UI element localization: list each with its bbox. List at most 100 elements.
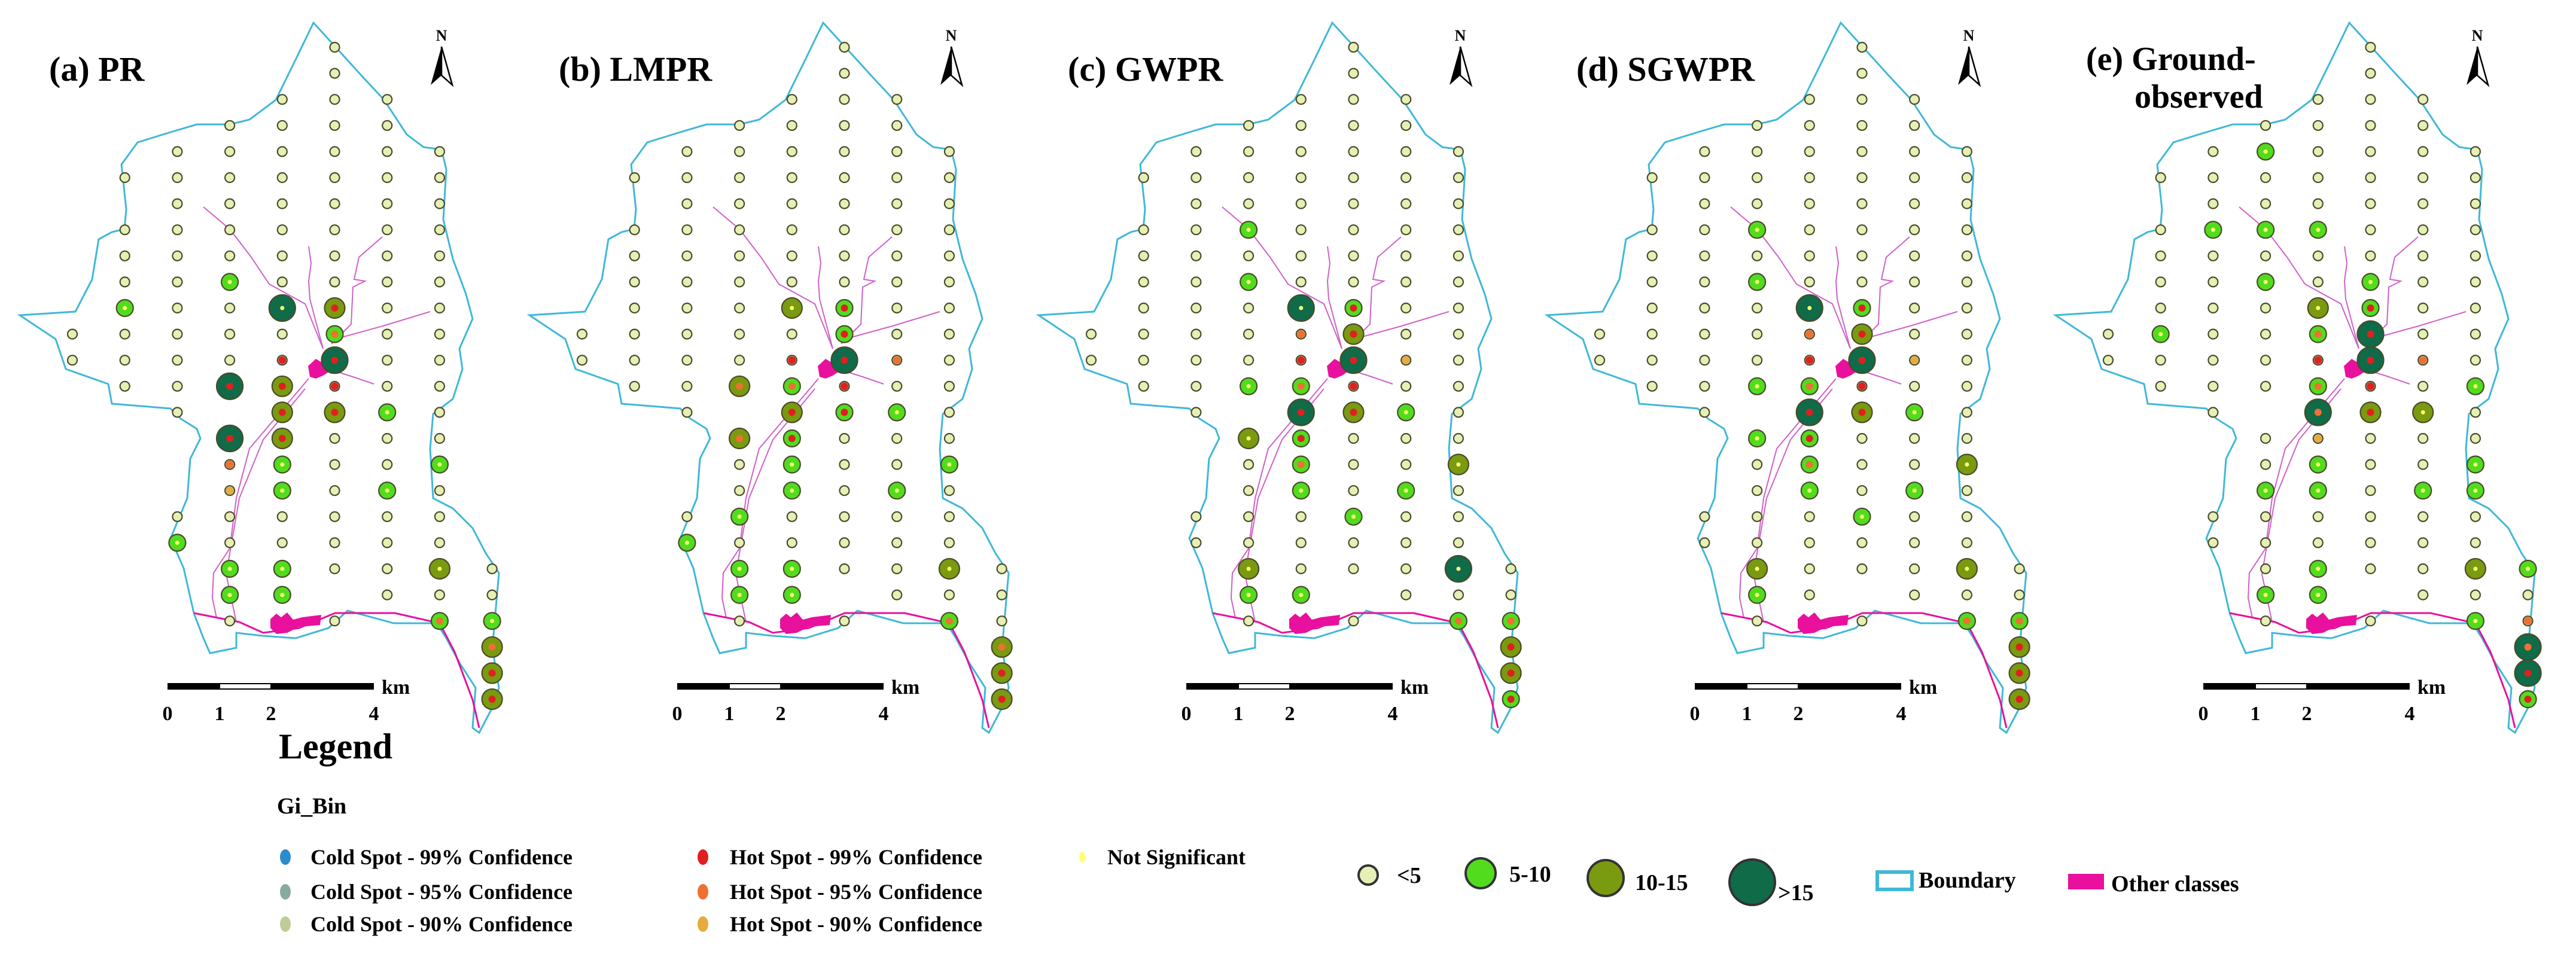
sample-point-lt5 <box>1295 276 1307 288</box>
river-line <box>331 236 383 345</box>
sample-point-lt5 <box>891 146 903 157</box>
scale-segment <box>2307 683 2410 690</box>
sample-point-lt5 <box>1856 276 1868 288</box>
sample-point-lt5 <box>681 380 693 392</box>
gi-bin-hot-spot-95-marker <box>1297 330 1305 339</box>
gi-bin-hot-spot-99-marker <box>331 304 339 312</box>
sample-point-lt5 <box>329 485 340 496</box>
sample-point-lt5 <box>2014 563 2025 575</box>
gi-bin-hot-spot-99-marker <box>2524 669 2532 677</box>
sample-point-lt5 <box>891 380 903 392</box>
gi-bin-not-significant-marker <box>227 279 232 284</box>
sample-point-lt5 <box>1961 328 1973 340</box>
scale-unit: km <box>1400 676 1429 699</box>
sample-point-lt5 <box>1348 563 1359 575</box>
sample-point-lt5 <box>839 459 850 470</box>
sample-point-lt5 <box>382 172 393 184</box>
gi-bin-hot-spot-99-marker <box>1507 669 1515 677</box>
sample-point-lt5 <box>2417 172 2429 184</box>
sample-point-lt5 <box>1909 94 1920 105</box>
scale-tick-label: 2 <box>2302 703 2312 725</box>
sample-point-lt5 <box>1295 198 1307 209</box>
scale-tick-label: 4 <box>2405 703 2415 725</box>
sample-point-lt5 <box>329 432 340 444</box>
gi-bin-not-significant-marker <box>1912 488 1917 493</box>
scale-tick-label: 0 <box>1182 703 1192 725</box>
sample-point-lt5 <box>434 146 446 157</box>
sample-point-lt5 <box>382 302 393 314</box>
gi-bin-hot-spot-95-marker <box>998 643 1006 651</box>
gi-bin-hot-spot-95-marker <box>736 435 744 442</box>
gi-bin-not-significant-marker <box>1755 566 1759 571</box>
gi-bin-hot-spot-99-marker <box>1858 330 1866 338</box>
sample-point-lt5 <box>1190 537 1202 548</box>
sample-point-lt5 <box>119 328 130 340</box>
sample-point-lt5 <box>1646 302 1658 314</box>
gi-bin-hot-spot-99-marker <box>1297 435 1305 442</box>
sample-point-lt5 <box>329 563 340 575</box>
sample-point-lt5 <box>224 172 236 184</box>
sample-point-lt5 <box>2417 432 2429 444</box>
sample-point-lt5 <box>1138 250 1149 261</box>
sample-point-lt5 <box>1961 276 1973 288</box>
gi-bin-not-significant-marker <box>737 566 742 571</box>
sample-point-lt5 <box>1505 563 1517 575</box>
sample-point-lt5 <box>382 511 393 522</box>
map-panel: (c) GWPR Nkm 0 1 2 4 <box>1036 21 1522 734</box>
gi-bin-hot-spot-99-marker <box>2367 330 2374 338</box>
sample-point-lt5 <box>943 485 955 496</box>
sample-point-lt5 <box>1453 146 1464 157</box>
scale-tick-label: 1 <box>724 703 735 725</box>
sample-point-lt5 <box>172 407 183 418</box>
scale-tick-label: 2 <box>1285 703 1295 725</box>
north-label: N <box>436 27 447 44</box>
gi-bin-hot-spot-99-marker <box>488 669 496 677</box>
gi-bin-hot-spot-99-marker <box>1350 356 1357 364</box>
sample-point-lt5 <box>1400 94 1412 105</box>
sample-point-lt5 <box>1856 485 1868 496</box>
sample-point-lt5 <box>786 172 797 184</box>
gi-bin-hot-spot-99-marker <box>2015 643 2023 651</box>
sample-point-lt5 <box>2207 302 2219 314</box>
sample-point-lt5 <box>224 537 236 548</box>
sample-point-lt5 <box>1453 172 1464 184</box>
sample-point-lt5 <box>2312 276 2324 288</box>
panel-title: observed <box>2135 78 2263 115</box>
cold-spot-99-label: Cold Spot - 99% Confidence <box>310 845 573 869</box>
sample-point-lt5 <box>1856 459 1868 470</box>
sample-point-lt5 <box>1909 537 1920 548</box>
sample-point-lt5 <box>1804 224 1815 236</box>
sample-point-lt5 <box>681 355 693 366</box>
gi-bin-hot-spot-95-marker <box>488 643 496 651</box>
gi-bin-not-significant-marker <box>1755 279 1759 284</box>
gi-bin-hot-spot-99-marker <box>1350 409 1357 416</box>
sample-point-lt5 <box>382 276 393 288</box>
sample-point-lt5 <box>943 537 955 548</box>
sample-point-lt5 <box>1190 224 1202 236</box>
sample-point-lt5 <box>1190 146 1202 157</box>
north-arrow-icon: N <box>431 27 454 87</box>
panel-title: (c) GWPR <box>1068 50 1223 89</box>
sample-point-lt5 <box>1453 250 1464 261</box>
sample-point-lt5 <box>1699 537 1710 548</box>
sample-point-lt5 <box>1348 432 1359 444</box>
panel-title: (a) PR <box>49 50 145 89</box>
north-arrow-right <box>440 46 454 87</box>
sample-point-lt5 <box>382 380 393 392</box>
sample-point-lt5 <box>786 328 797 340</box>
other-classes-area <box>1798 612 1849 634</box>
sample-point-lt5 <box>1295 537 1307 548</box>
gi-bin-hot-spot-95-marker <box>1297 461 1305 468</box>
sample-point-lt5 <box>839 563 850 575</box>
panel-title: (d) SGWPR <box>1576 50 1755 89</box>
sample-point-lt5 <box>2260 563 2271 575</box>
sample-point-lt5 <box>2417 302 2429 314</box>
gi-bin-hot-spot-99-marker <box>1858 304 1866 312</box>
sample-point-lt5 <box>2470 276 2481 288</box>
north-arrow-icon: N <box>2467 27 2490 87</box>
sample-point-lt5 <box>172 146 183 157</box>
sample-point-lt5 <box>329 224 340 236</box>
sample-point-lt5 <box>1190 276 1202 288</box>
sample-point-lt5 <box>1752 172 1763 184</box>
